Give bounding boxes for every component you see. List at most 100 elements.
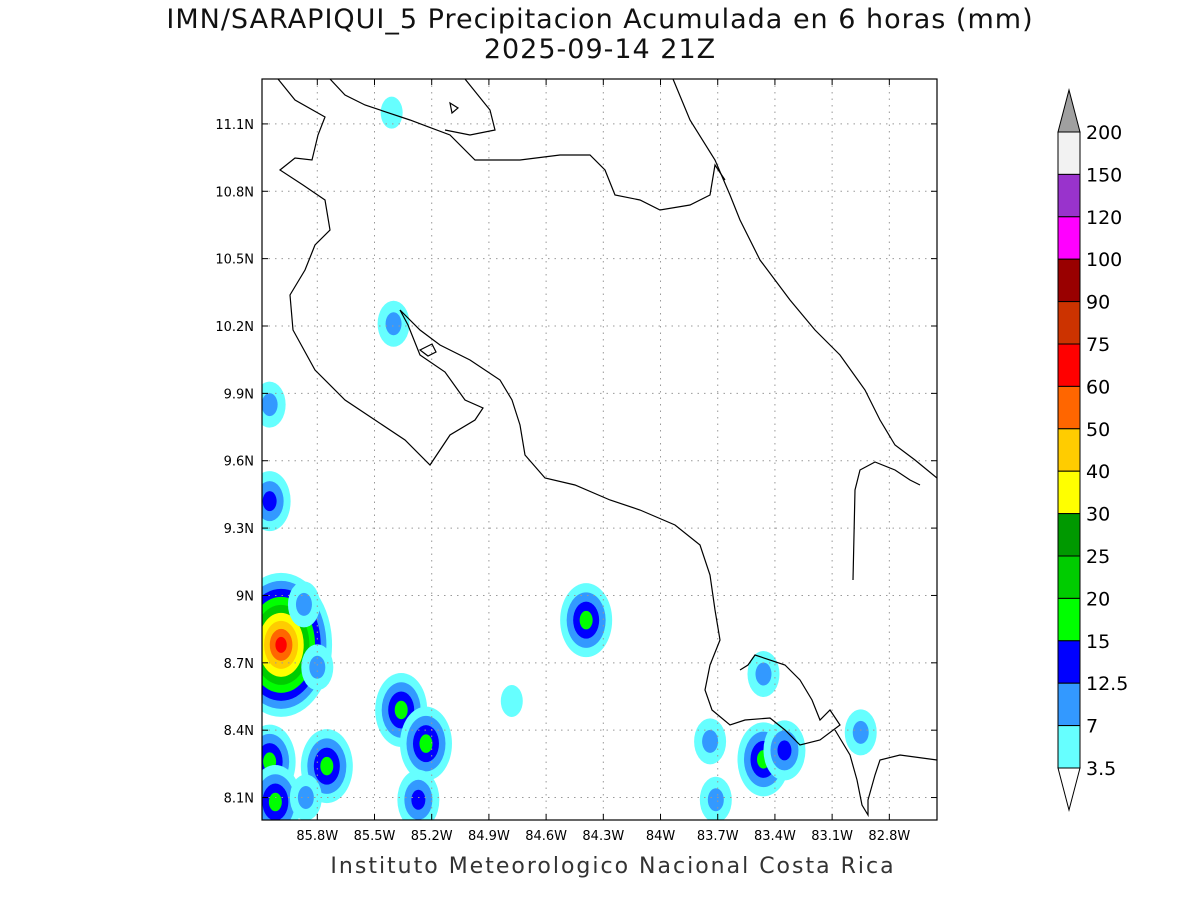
islet-1 (449, 101, 460, 115)
lat-tick-label: 9.3N (224, 522, 254, 537)
precip-contour-15 (419, 734, 433, 753)
precip-cell (747, 651, 780, 698)
colorbar-label: 150 (1086, 164, 1122, 186)
colorbar-swatch (1057, 555, 1081, 599)
lat-tick-label: 10.2N (215, 320, 254, 335)
colorbar-label: 3.5 (1086, 758, 1116, 780)
precip-contour-15 (394, 700, 408, 720)
precip-contour-3-5 (380, 96, 403, 129)
colorbar-label: 7 (1086, 716, 1098, 738)
map-title: IMN/SARAPIQUI_5 Precipitacion Acumulada … (166, 4, 1034, 35)
precip-contour-7 (702, 729, 719, 753)
lat-tick-label: 8.4N (224, 724, 254, 739)
colorbar-label: 200 (1086, 122, 1122, 144)
precip-cell (262, 765, 302, 820)
islet-2 (418, 343, 437, 357)
lon-tick-label: 85.8W (296, 829, 338, 844)
precip-cell (377, 300, 410, 347)
pacific-coastline (277, 79, 937, 818)
precip-cell (287, 581, 320, 628)
lat-tick-label: 9N (236, 589, 254, 604)
precip-contour-7 (707, 788, 724, 812)
precip-contour-7 (852, 720, 869, 744)
precip-cell (262, 471, 291, 532)
lon-tick-label: 84W (646, 829, 676, 844)
colorbar-max-arrow (1057, 88, 1081, 133)
lon-tick-label: 84.9W (468, 829, 510, 844)
precip-contour-12-5 (777, 740, 792, 761)
colorbar-label: 30 (1086, 504, 1110, 526)
lake-nicaragua-shore (444, 79, 496, 136)
precip-contour-7 (755, 662, 772, 686)
nicaragua-border (329, 79, 726, 211)
panama-border (852, 461, 921, 581)
colorbar-swatch (1057, 513, 1081, 557)
colorbar-swatch (1057, 216, 1081, 260)
colorbar-label: 50 (1086, 419, 1110, 441)
precip-contour-7 (262, 393, 278, 417)
colorbar-label: 60 (1086, 376, 1110, 398)
institution-credit: Instituto Meteorologico Nacional Costa R… (330, 854, 896, 879)
lon-tick-label: 83.4W (754, 829, 796, 844)
colorbar-swatch (1057, 725, 1081, 769)
map-gridlines (262, 79, 937, 820)
lon-tick-label: 84.6W (525, 829, 567, 844)
precip-cell (844, 709, 877, 756)
lon-tick-label: 85.2W (411, 829, 453, 844)
precip-contour-15 (320, 756, 334, 776)
colorbar-swatch (1057, 428, 1081, 472)
precip-contour-12-5 (262, 491, 277, 512)
precip-contour-3-5 (500, 684, 523, 717)
lat-tick-label: 10.5N (215, 253, 254, 268)
precip-cell (301, 644, 334, 691)
colorbar-label: 12.5 (1086, 673, 1128, 695)
precip-cell (699, 776, 732, 820)
precip-contour-7 (385, 312, 402, 336)
precip-cell (694, 718, 727, 765)
precip-contour-15 (268, 792, 282, 812)
colorbar-swatch (1057, 640, 1081, 684)
colorbar-label: 120 (1086, 207, 1122, 229)
colorbar-label: 100 (1086, 249, 1122, 271)
colorbar-min-arrow (1057, 767, 1081, 812)
lat-tick-label: 9.9N (224, 387, 254, 402)
map-frame (261, 78, 938, 821)
map-valid-time: 2025-09-14 21Z (483, 34, 717, 65)
precip-contour-15 (579, 610, 593, 630)
coastline-layer (277, 79, 937, 818)
colorbar-legend: 3.5 7 12.5 15 20 25 30 40 50 60 75 90 100 120 150 200 (1057, 88, 1128, 812)
colorbar-swatch (1057, 173, 1081, 218)
colorbar-label: 25 (1086, 546, 1110, 568)
map-background (262, 79, 937, 820)
colorbar-swatch (1057, 301, 1081, 345)
colorbar-swatch (1057, 343, 1081, 387)
precip-cell (399, 706, 452, 781)
lon-tick-label: 83.1W (811, 829, 853, 844)
precip-contour-60 (275, 636, 287, 653)
precip-cell (763, 720, 806, 781)
lat-tick-label: 8.7N (224, 657, 254, 672)
map-axes: 11.1N 10.8N 10.5N 10.2N 9.9N 9.6N 9.3N 9N 8.7N 8.… (215, 79, 937, 844)
precip-cell (500, 684, 523, 717)
lon-tick-label: 85.5W (354, 829, 396, 844)
colorbar-swatch (1057, 258, 1081, 303)
colorbar-label: 40 (1086, 461, 1110, 483)
colorbar-label: 90 (1086, 292, 1110, 314)
colorbar-label: 75 (1086, 334, 1110, 356)
colorbar-label: 20 (1086, 588, 1110, 610)
colorbar-swatch (1057, 470, 1081, 515)
lat-tick-label: 9.6N (224, 455, 254, 470)
colorbar-swatch (1057, 385, 1081, 430)
colorbar-swatch (1057, 682, 1081, 727)
precipitation-contours (262, 96, 877, 820)
lon-tick-label: 84.3W (582, 829, 624, 844)
lat-tick-label: 10.8N (215, 185, 254, 200)
precip-contour-7 (309, 655, 326, 679)
precip-cell (560, 583, 613, 658)
precip-cell (262, 381, 286, 428)
precip-contour-7 (295, 592, 312, 616)
caribbean-coastline (672, 79, 937, 479)
colorbar-swatch (1057, 597, 1081, 642)
precip-contour-12-5 (411, 789, 426, 810)
